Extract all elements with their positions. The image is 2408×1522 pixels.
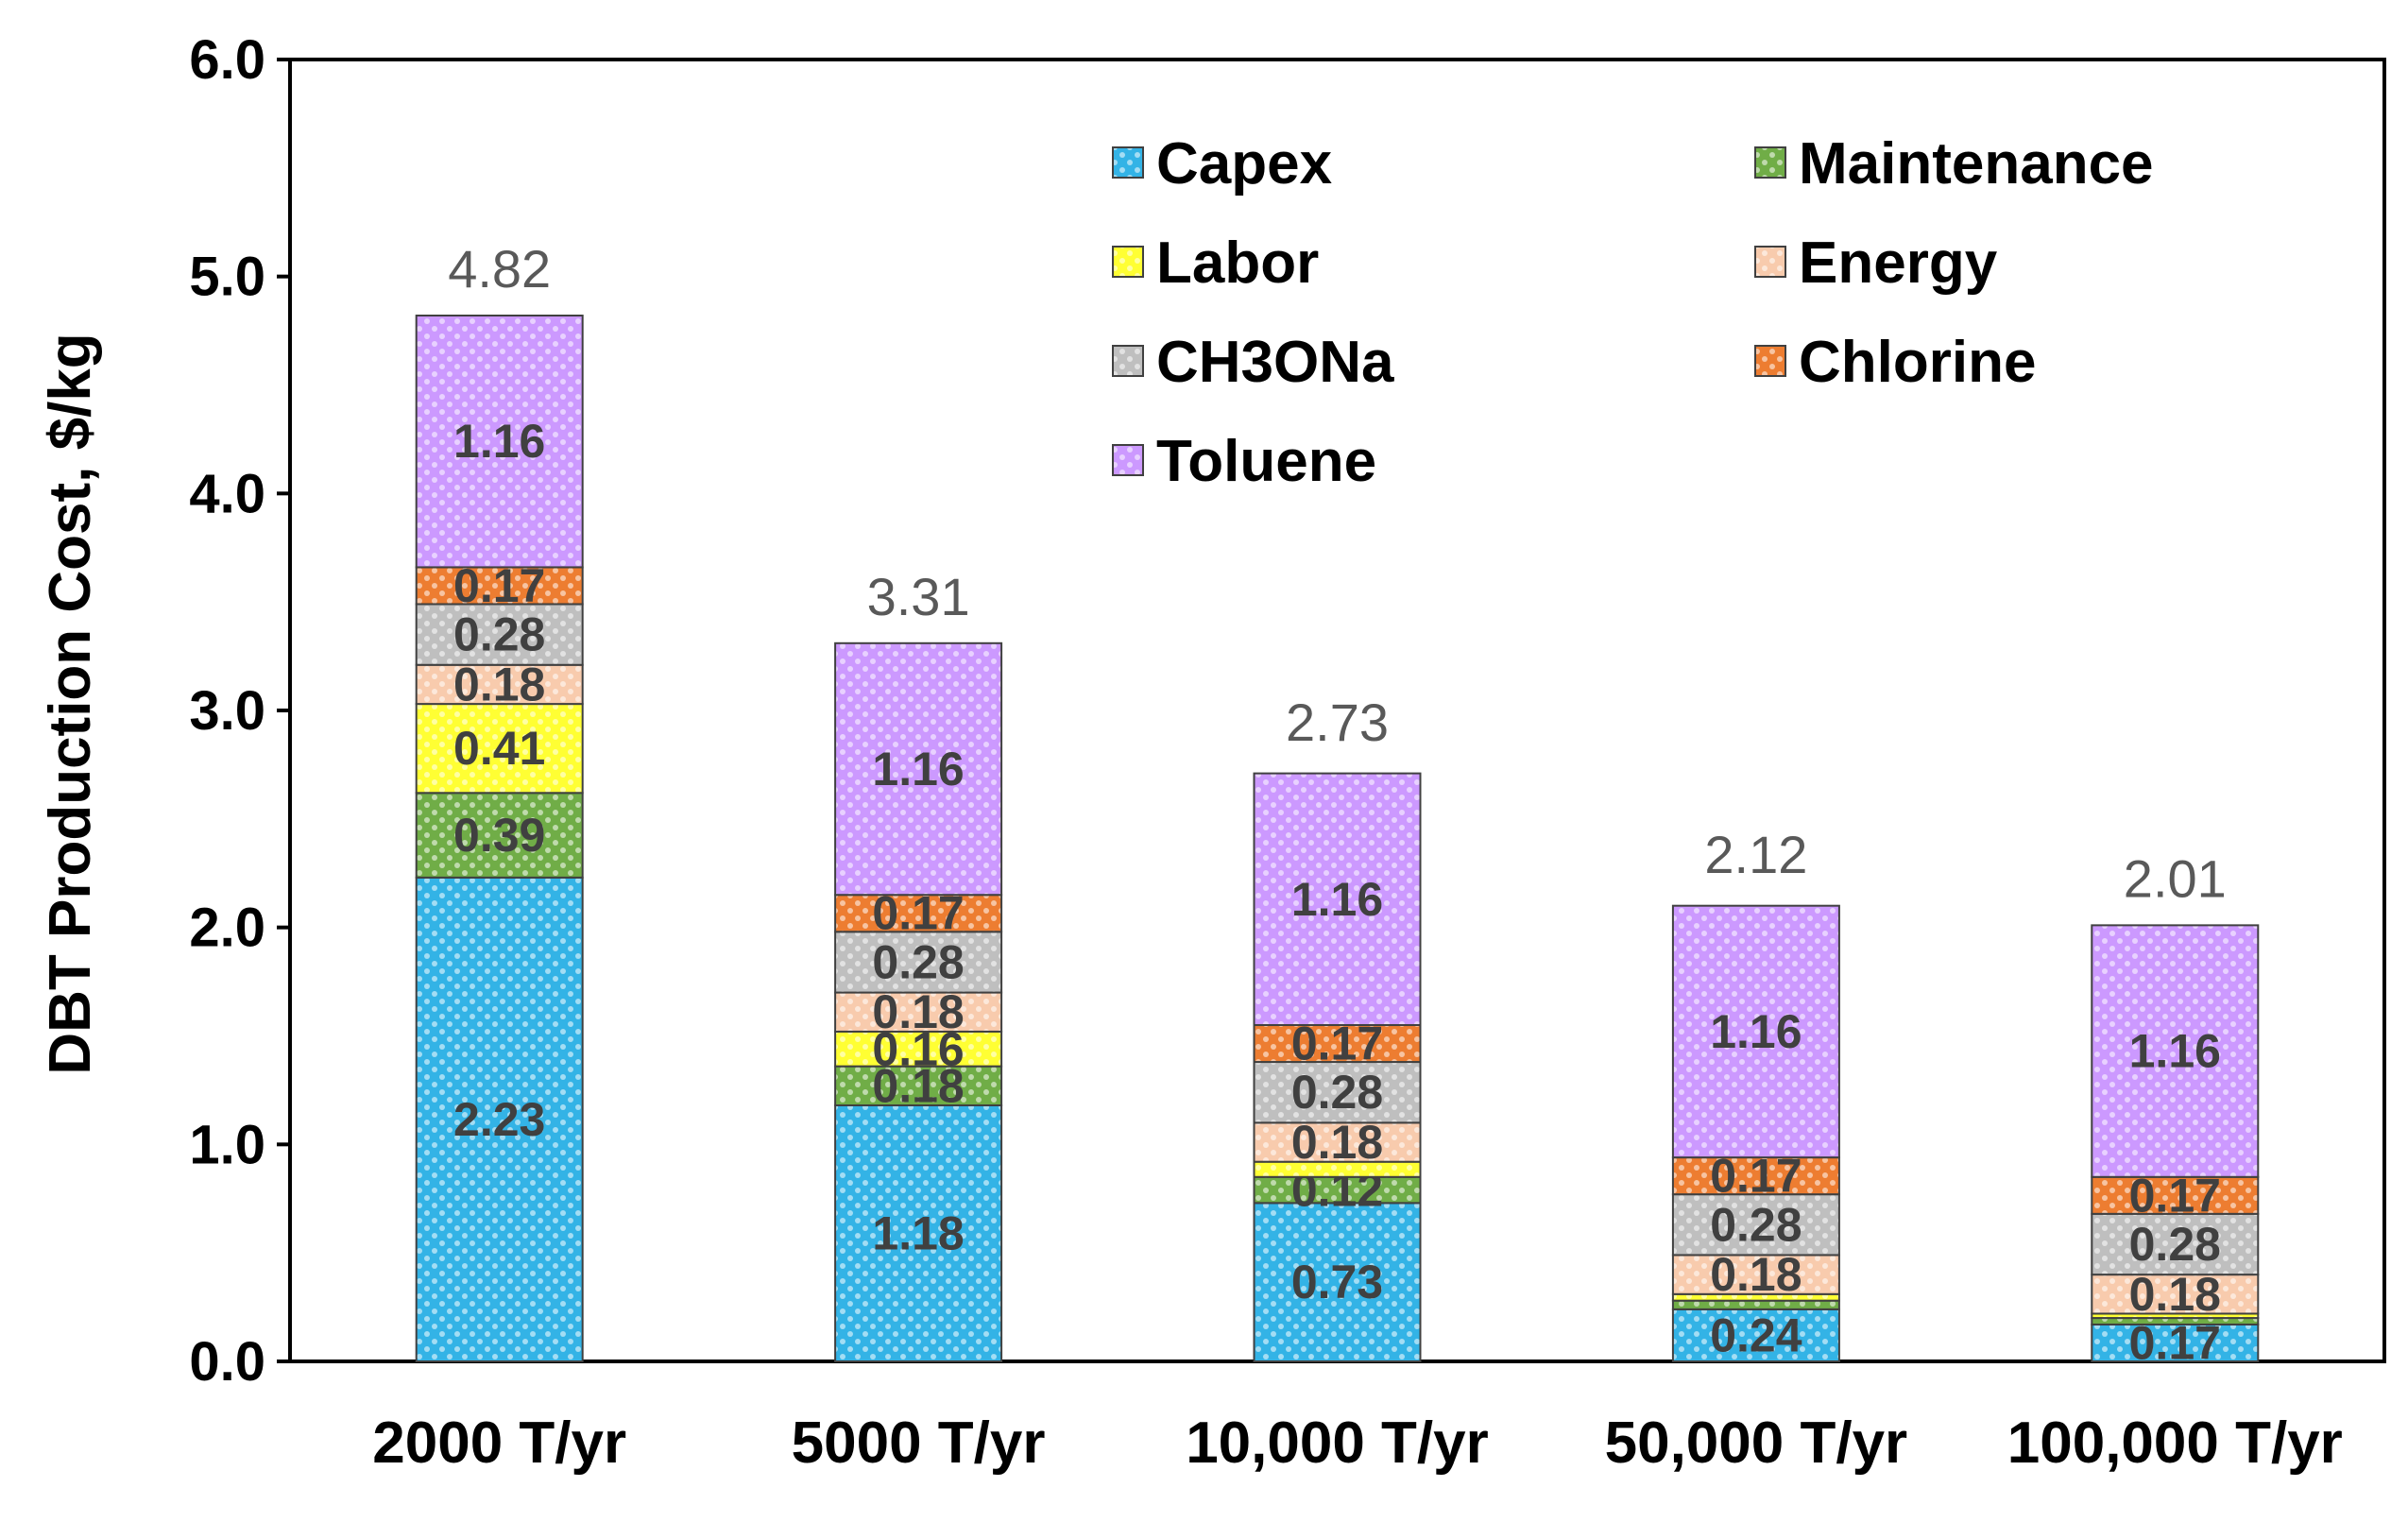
- data-label: 0.18: [872, 1059, 964, 1112]
- data-label: 0.18: [1291, 1116, 1383, 1169]
- bars: 2.230.390.410.180.280.171.164.821.180.18…: [415, 239, 2260, 1369]
- data-label: 0.28: [872, 935, 964, 988]
- x-tick-label: 2000 T/yr: [372, 1411, 626, 1476]
- data-label: 0.18: [1710, 1248, 1802, 1301]
- bar-segment-energy: [1253, 1121, 1422, 1163]
- data-label: 0.18: [2129, 1268, 2221, 1321]
- legend-item-chlorine: Chlorine: [1754, 330, 2036, 395]
- y-axis-ticks: 0.0 1.0 2.0 3.0 4.0 5.0 6.0: [189, 29, 290, 1393]
- y-tick-label: 3.0: [189, 680, 265, 742]
- bar-segment-energy: [2091, 1274, 2260, 1315]
- bar-segment-chlorine: [2091, 1175, 2260, 1215]
- data-label: 0.28: [1291, 1066, 1383, 1119]
- bar-segment-energy: [1671, 1254, 1840, 1295]
- data-label: 0.28: [453, 608, 545, 661]
- x-tick-label: 50,000 T/yr: [1605, 1411, 1908, 1476]
- bar-segment-ch3ona: [834, 931, 1003, 994]
- bar-segment-ch3ona: [1253, 1061, 1422, 1124]
- bar-segment-ch3ona: [2091, 1212, 2260, 1276]
- x-tick-label: 5000 T/yr: [792, 1411, 1046, 1476]
- bar-segment-energy: [415, 663, 584, 706]
- bar-segment-labor: [415, 703, 584, 795]
- total-label: 2.12: [1704, 825, 1807, 884]
- legend-swatch: [1754, 246, 1786, 278]
- data-label: 1.16: [2129, 1025, 2221, 1078]
- data-label: 1.18: [872, 1206, 964, 1259]
- legend-label: Maintenance: [1799, 131, 2154, 197]
- bar-segment-toluene: [1253, 772, 1422, 1027]
- legend-label: Toluene: [1156, 429, 1376, 494]
- data-label: 1.16: [1710, 1005, 1802, 1058]
- bar-segment-energy: [834, 991, 1003, 1033]
- data-label: 2.23: [453, 1093, 545, 1146]
- legend-item-ch3ona: CH3ONa: [1112, 330, 1394, 395]
- bar-segment-capex: [415, 876, 584, 1362]
- data-label: 0.28: [1710, 1198, 1802, 1251]
- y-tick-label: 0.0: [189, 1331, 265, 1393]
- legend-swatch: [1754, 345, 1786, 377]
- legend-item-labor: Labor: [1112, 231, 1319, 296]
- bar-segment-toluene: [415, 315, 584, 569]
- legend-swatch: [1112, 444, 1144, 476]
- legend-item-capex: Capex: [1112, 131, 1333, 197]
- data-label: 1.16: [453, 415, 545, 468]
- bar-segment-ch3ona: [1671, 1193, 1840, 1257]
- bar-segment-ch3ona: [415, 603, 584, 666]
- bar-segment-toluene: [834, 641, 1003, 897]
- x-tick-label: 100,000 T/yr: [2007, 1411, 2343, 1476]
- legend-swatch: [1754, 146, 1786, 179]
- bar-stack: 1.180.180.160.180.280.171.163.31: [834, 567, 1003, 1362]
- bar-segment-capex: [834, 1103, 1003, 1362]
- data-label: 0.41: [453, 722, 545, 775]
- legend-item-maintenance: Maintenance: [1754, 131, 2154, 197]
- total-label: 2.73: [1286, 693, 1389, 752]
- data-label: 1.16: [1291, 873, 1383, 926]
- bar-segment-chlorine: [834, 894, 1003, 933]
- y-tick-label: 1.0: [189, 1114, 265, 1175]
- total-label: 3.31: [867, 567, 970, 626]
- data-label: 0.28: [2129, 1218, 2221, 1271]
- bar-segment-maintenance: [834, 1065, 1003, 1106]
- legend-item-toluene: Toluene: [1112, 429, 1376, 494]
- x-axis-labels: 2000 T/yr 5000 T/yr 10,000 T/yr 50,000 T/yr…: [372, 1411, 2343, 1476]
- bar-stack: 0.170.180.280.171.162.01: [2091, 848, 2260, 1369]
- legend-item-energy: Energy: [1754, 231, 1998, 296]
- bar-segment-chlorine: [415, 566, 584, 606]
- legend-label: CH3ONa: [1156, 330, 1394, 395]
- legend: Capex Maintenance Labor Energy CH3ONa Chlorin…: [1112, 131, 2154, 494]
- y-tick-label: 4.0: [189, 463, 265, 524]
- bar-segment-toluene: [2091, 924, 2260, 1178]
- bar-segment-labor: [834, 1030, 1003, 1068]
- bar-stack: 0.730.120.180.280.171.162.73: [1253, 693, 1422, 1363]
- bar-segment-capex: [1671, 1308, 1840, 1363]
- data-label: 0.18: [453, 658, 545, 710]
- legend-label: Labor: [1156, 231, 1319, 296]
- bar-segment-maintenance: [1671, 1299, 1840, 1310]
- data-label: 0.39: [453, 809, 545, 862]
- bar-segment-toluene: [1671, 904, 1840, 1159]
- y-tick-label: 2.0: [189, 898, 265, 959]
- bar-segment-maintenance: [1253, 1175, 1422, 1205]
- data-label: 1.16: [872, 743, 964, 795]
- total-label: 4.82: [448, 239, 551, 299]
- data-label: 0.18: [872, 985, 964, 1038]
- legend-label: Chlorine: [1799, 330, 2036, 395]
- y-tick-label: 5.0: [189, 247, 265, 308]
- data-label: 0.73: [1291, 1256, 1383, 1308]
- legend-swatch: [1112, 345, 1144, 377]
- bar-stack: 0.240.180.280.171.162.12: [1671, 825, 1840, 1363]
- x-tick-label: 10,000 T/yr: [1186, 1411, 1489, 1476]
- data-label: 0.24: [1710, 1308, 1802, 1361]
- legend-label: Energy: [1799, 231, 1998, 296]
- bar-segment-chlorine: [1671, 1156, 1840, 1196]
- y-axis-title: DBT Production Cost, $/kg: [38, 333, 103, 1074]
- legend-label: Capex: [1156, 131, 1333, 197]
- bar-stack: 2.230.390.410.180.280.171.164.82: [415, 239, 584, 1362]
- y-tick-label: 6.0: [189, 29, 265, 91]
- legend-swatch: [1112, 146, 1144, 179]
- legend-swatch: [1112, 246, 1144, 278]
- total-label: 2.01: [2124, 848, 2227, 908]
- bar-segment-capex: [1253, 1202, 1422, 1363]
